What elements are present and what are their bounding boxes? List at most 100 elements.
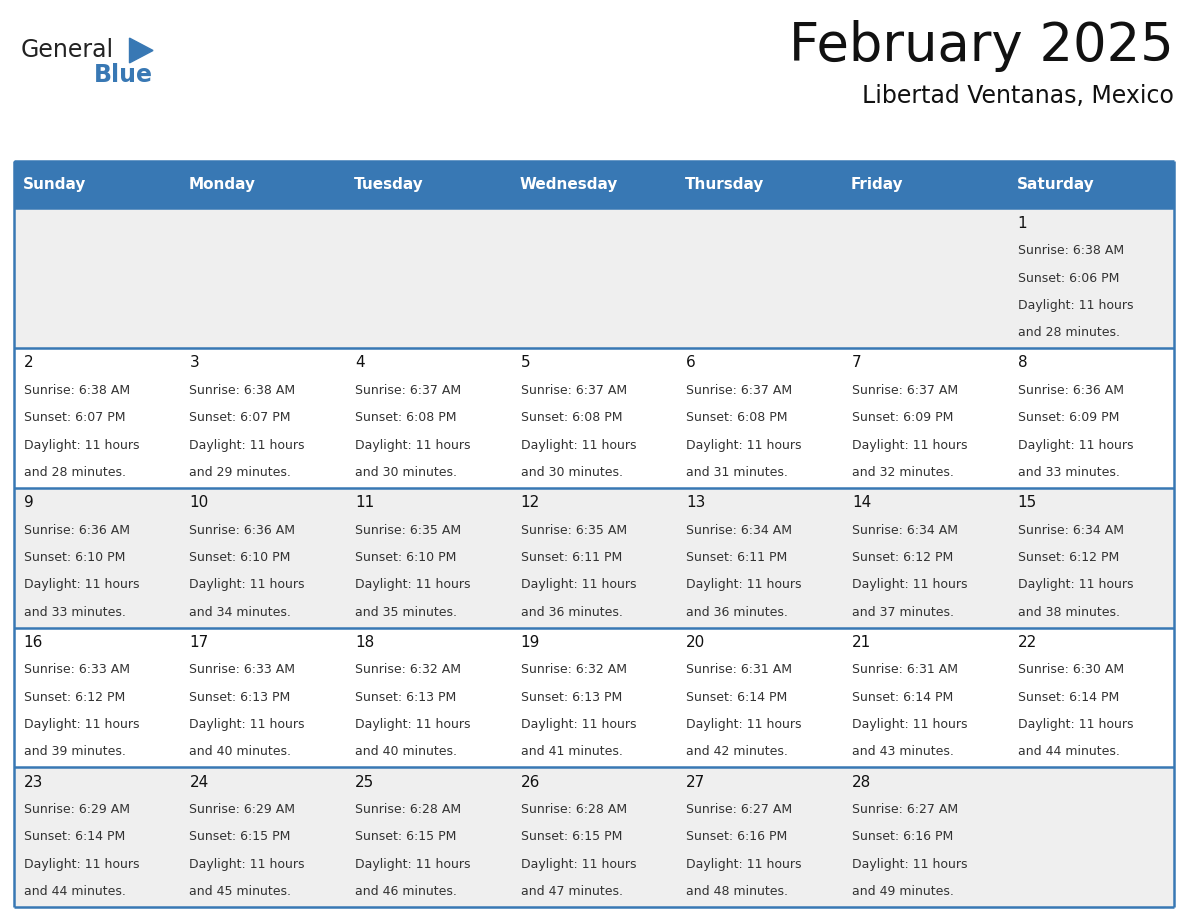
Text: Sunrise: 6:37 AM: Sunrise: 6:37 AM [852,384,958,397]
Text: Daylight: 11 hours: Daylight: 11 hours [24,439,139,452]
Text: Sunset: 6:08 PM: Sunset: 6:08 PM [520,411,623,424]
Text: and 39 minutes.: and 39 minutes. [24,745,126,758]
Text: Sunset: 6:11 PM: Sunset: 6:11 PM [520,551,623,564]
Text: Sunset: 6:13 PM: Sunset: 6:13 PM [189,690,291,704]
Text: Sunset: 6:14 PM: Sunset: 6:14 PM [687,690,788,704]
Text: Daylight: 11 hours: Daylight: 11 hours [520,857,637,870]
Text: and 36 minutes.: and 36 minutes. [520,606,623,619]
Text: and 30 minutes.: and 30 minutes. [520,465,623,479]
Text: Sunset: 6:14 PM: Sunset: 6:14 PM [1018,690,1119,704]
Text: Sunset: 6:16 PM: Sunset: 6:16 PM [852,831,953,844]
Bar [511,628,677,767]
Text: Sunrise: 6:37 AM: Sunrise: 6:37 AM [355,384,461,397]
Text: 17: 17 [189,635,209,650]
Text: and 47 minutes.: and 47 minutes. [520,885,623,898]
Text: Daylight: 11 hours: Daylight: 11 hours [520,578,637,591]
Text: Sunset: 6:12 PM: Sunset: 6:12 PM [852,551,953,564]
Bar [511,348,677,487]
Text: Daylight: 11 hours: Daylight: 11 hours [520,718,637,731]
Text: Sunrise: 6:29 AM: Sunrise: 6:29 AM [24,803,129,816]
Bar [14,767,179,907]
Bar [842,767,1009,907]
Bar [677,487,842,628]
Text: 9: 9 [24,495,33,510]
Text: Sunrise: 6:38 AM: Sunrise: 6:38 AM [1018,244,1124,257]
Text: Sunrise: 6:38 AM: Sunrise: 6:38 AM [24,384,129,397]
Text: Sunrise: 6:31 AM: Sunrise: 6:31 AM [852,664,958,677]
Text: Libertad Ventanas, Mexico: Libertad Ventanas, Mexico [861,84,1174,108]
Text: 28: 28 [852,775,871,789]
Text: February 2025: February 2025 [789,20,1174,72]
Text: Sunrise: 6:27 AM: Sunrise: 6:27 AM [687,803,792,816]
Text: Wednesday: Wednesday [519,177,618,192]
Text: Daylight: 11 hours: Daylight: 11 hours [852,718,967,731]
Text: Sunset: 6:11 PM: Sunset: 6:11 PM [687,551,788,564]
Bar [346,487,511,628]
Text: and 29 minutes.: and 29 minutes. [189,465,291,479]
Text: Sunset: 6:07 PM: Sunset: 6:07 PM [189,411,291,424]
Text: 24: 24 [189,775,209,789]
Text: Sunrise: 6:33 AM: Sunrise: 6:33 AM [24,664,129,677]
Text: and 38 minutes.: and 38 minutes. [1018,606,1119,619]
Bar [14,208,179,348]
Text: Daylight: 11 hours: Daylight: 11 hours [687,718,802,731]
Bar [677,767,842,907]
Text: and 34 minutes.: and 34 minutes. [189,606,291,619]
Text: Blue: Blue [94,63,153,87]
Text: Sunset: 6:15 PM: Sunset: 6:15 PM [520,831,623,844]
Text: Sunset: 6:12 PM: Sunset: 6:12 PM [1018,551,1119,564]
Text: 18: 18 [355,635,374,650]
Bar [842,161,1009,208]
Text: Daylight: 11 hours: Daylight: 11 hours [24,857,139,870]
Bar [346,767,511,907]
Text: Sunset: 6:14 PM: Sunset: 6:14 PM [852,690,953,704]
Text: Sunset: 6:10 PM: Sunset: 6:10 PM [24,551,125,564]
Bar [179,628,346,767]
Text: Sunrise: 6:28 AM: Sunrise: 6:28 AM [520,803,627,816]
Text: Sunrise: 6:33 AM: Sunrise: 6:33 AM [189,664,296,677]
Text: and 30 minutes.: and 30 minutes. [355,465,457,479]
Text: and 41 minutes.: and 41 minutes. [520,745,623,758]
Polygon shape [129,38,153,62]
Text: Daylight: 11 hours: Daylight: 11 hours [189,857,305,870]
Text: and 40 minutes.: and 40 minutes. [355,745,457,758]
Text: Sunset: 6:13 PM: Sunset: 6:13 PM [520,690,623,704]
Text: Daylight: 11 hours: Daylight: 11 hours [1018,439,1133,452]
Bar [179,208,346,348]
Text: Daylight: 11 hours: Daylight: 11 hours [24,578,139,591]
Bar [14,348,179,487]
Text: 11: 11 [355,495,374,510]
Text: Daylight: 11 hours: Daylight: 11 hours [1018,718,1133,731]
Text: Friday: Friday [851,177,903,192]
Text: 22: 22 [1018,635,1037,650]
Text: 8: 8 [1018,355,1028,371]
Text: and 46 minutes.: and 46 minutes. [355,885,457,898]
Bar [14,161,179,208]
Text: Daylight: 11 hours: Daylight: 11 hours [852,578,967,591]
Text: Daylight: 11 hours: Daylight: 11 hours [520,439,637,452]
Text: Sunrise: 6:29 AM: Sunrise: 6:29 AM [189,803,296,816]
Text: Sunrise: 6:32 AM: Sunrise: 6:32 AM [520,664,627,677]
Text: Sunrise: 6:27 AM: Sunrise: 6:27 AM [852,803,958,816]
Text: Daylight: 11 hours: Daylight: 11 hours [355,857,470,870]
Text: Sunrise: 6:28 AM: Sunrise: 6:28 AM [355,803,461,816]
Text: and 35 minutes.: and 35 minutes. [355,606,457,619]
Text: Daylight: 11 hours: Daylight: 11 hours [355,578,470,591]
Text: Sunrise: 6:38 AM: Sunrise: 6:38 AM [189,384,296,397]
Bar [346,348,511,487]
Text: Sunrise: 6:30 AM: Sunrise: 6:30 AM [1018,664,1124,677]
Text: Saturday: Saturday [1017,177,1094,192]
Text: and 45 minutes.: and 45 minutes. [189,885,291,898]
Bar [677,628,842,767]
Text: 3: 3 [189,355,200,371]
Text: Sunrise: 6:32 AM: Sunrise: 6:32 AM [355,664,461,677]
Text: Sunset: 6:13 PM: Sunset: 6:13 PM [355,690,456,704]
Text: and 31 minutes.: and 31 minutes. [687,465,788,479]
Text: and 42 minutes.: and 42 minutes. [687,745,788,758]
Text: Sunrise: 6:37 AM: Sunrise: 6:37 AM [687,384,792,397]
Text: Daylight: 11 hours: Daylight: 11 hours [852,439,967,452]
Text: Sunset: 6:15 PM: Sunset: 6:15 PM [355,831,456,844]
Bar [677,161,842,208]
Bar [842,487,1009,628]
Text: 4: 4 [355,355,365,371]
